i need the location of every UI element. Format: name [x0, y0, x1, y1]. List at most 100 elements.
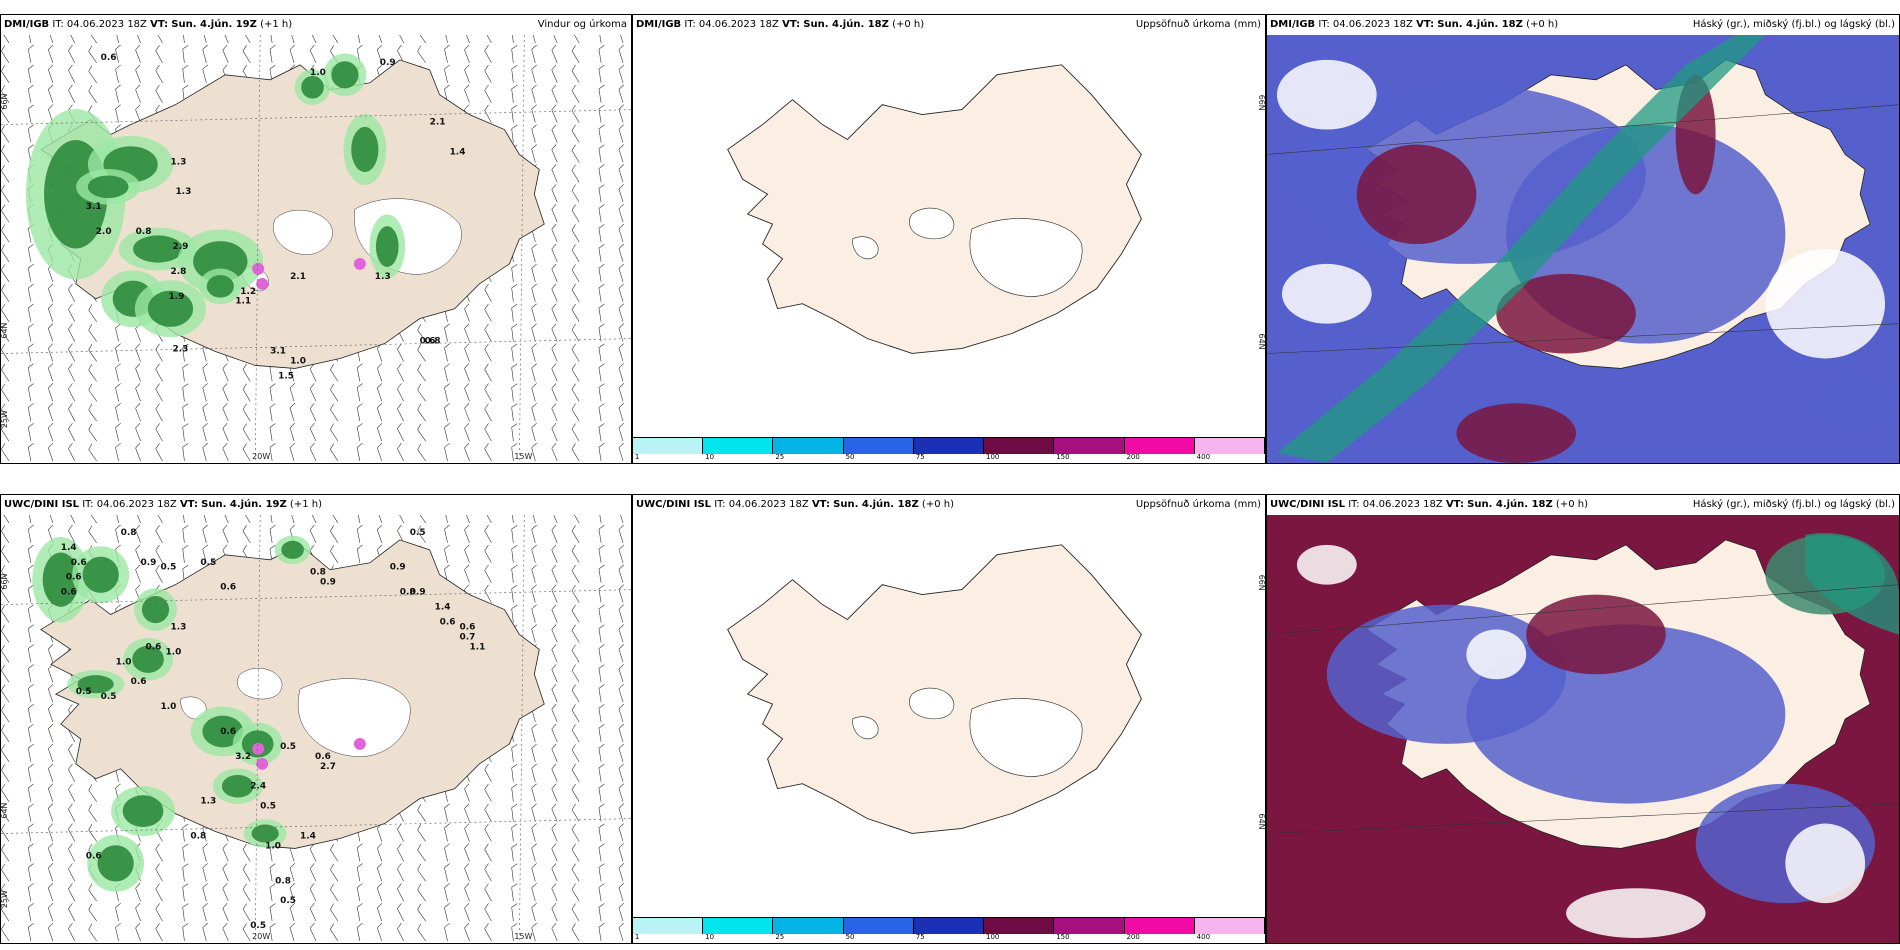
- precip-value-label: 1.0: [265, 841, 281, 851]
- wind-barb: [68, 383, 76, 402]
- wind-barb: [618, 723, 624, 743]
- wind-barb: [68, 403, 76, 422]
- legend-swatch: [913, 438, 985, 454]
- wind-barb: [115, 323, 121, 342]
- wind-barb: [1, 624, 10, 643]
- wind-barb: [531, 723, 537, 743]
- wind-barb: [464, 524, 470, 543]
- wind-barb: [531, 323, 537, 342]
- wind-barb: [88, 443, 97, 462]
- wind-barb: [182, 343, 189, 362]
- wind-barb: [155, 515, 163, 524]
- precip-value-label: 0.6: [86, 851, 102, 861]
- wind-barb: [202, 863, 208, 882]
- wind-barb: [155, 403, 163, 422]
- wind-barb: [242, 403, 251, 422]
- wind-barb: [88, 423, 97, 442]
- precip-value-label: 1.1: [470, 642, 486, 652]
- wind-barb: [598, 283, 605, 302]
- wind-barb: [356, 443, 363, 462]
- wind-barb: [551, 263, 558, 282]
- wind-barb: [222, 843, 229, 862]
- wind-barb: [571, 624, 580, 643]
- wind-barb: [27, 763, 34, 782]
- wind-barb: [484, 863, 492, 882]
- wind-barb: [484, 903, 492, 922]
- wind-barb: [571, 65, 580, 83]
- wind-barb: [598, 84, 605, 103]
- precip-map: 66N 64N: [633, 515, 1265, 917]
- wind-barb: [531, 803, 537, 822]
- wind-barb: [618, 515, 624, 524]
- wind-barb: [531, 84, 537, 103]
- wind-barb: [444, 64, 450, 83]
- wind-barb: [571, 584, 580, 603]
- wind-barb: [135, 35, 141, 44]
- graticule: [1, 109, 631, 125]
- wind-barb: [531, 584, 537, 603]
- wind-barb: [309, 515, 317, 524]
- panel-title: Háský (gr.), miðský (fj.bl.) og lágský (…: [1692, 499, 1895, 510]
- wind-barb: [1, 403, 10, 422]
- wind-barb: [68, 923, 76, 942]
- wind-barb: [571, 284, 580, 302]
- wind-barb: [27, 723, 34, 742]
- wind-barb: [242, 525, 251, 544]
- wind-barb: [417, 525, 426, 544]
- cloud-blob: [1466, 624, 1786, 804]
- wind-barb: [68, 363, 76, 382]
- wind-barb: [531, 524, 537, 543]
- wind-barb: [269, 403, 276, 422]
- wind-barb: [376, 883, 383, 902]
- wind-barb: [1, 284, 10, 302]
- wind-barb: [531, 44, 537, 63]
- wind-barb: [202, 64, 208, 83]
- wind-barb: [48, 35, 54, 44]
- wind-barb: [464, 823, 470, 842]
- wind-barb: [484, 64, 492, 83]
- precip-core: [281, 540, 304, 559]
- wind-barb: [531, 104, 537, 123]
- wind-barb: [511, 423, 518, 442]
- wind-barb: [571, 883, 580, 902]
- wind-barb: [551, 664, 558, 683]
- legend-tick: 75: [915, 453, 925, 461]
- wind-barb: [289, 422, 296, 442]
- precip-core: [122, 795, 164, 827]
- wind-barb: [1, 515, 10, 524]
- wind-barb: [68, 343, 76, 362]
- wind-barb: [182, 383, 189, 402]
- wind-barb: [68, 803, 76, 822]
- wind-barb: [484, 403, 492, 422]
- wind-barb: [598, 104, 605, 123]
- wind-barb: [269, 515, 273, 524]
- wind-barb: [551, 564, 558, 583]
- wind-barb: [309, 383, 317, 402]
- precip-value-label: 2.3: [172, 345, 188, 355]
- wind-barb: [571, 684, 580, 703]
- wind-barb: [115, 922, 121, 942]
- wind-barb: [242, 863, 251, 882]
- wind-barb: [598, 383, 605, 402]
- wind-barb: [88, 383, 97, 402]
- wind-barb: [551, 783, 558, 802]
- cloud-panel-1: DMI/IGB IT: 04.06.2023 18Z VT: Sun. 4.jú…: [1266, 14, 1900, 464]
- wind-barb: [269, 383, 276, 402]
- wind-barb: [551, 763, 558, 782]
- wind-barb: [202, 383, 208, 402]
- wind-barb: [618, 144, 624, 163]
- panel-title: Uppsöfnuð úrkoma (mm): [1135, 19, 1261, 30]
- wind-barb: [618, 363, 624, 382]
- wind-barb: [444, 544, 450, 563]
- wind-barb: [571, 783, 580, 802]
- wind-barb: [571, 303, 580, 322]
- wind-barb: [88, 45, 97, 64]
- wind-barb: [202, 422, 208, 442]
- wind-barb: [484, 35, 492, 44]
- precip-value-label: 0.6: [460, 622, 476, 632]
- wind-barb: [571, 164, 580, 183]
- wind-barb: [88, 344, 97, 362]
- wind-barb: [464, 902, 470, 922]
- wind-barb: [356, 383, 363, 402]
- precip-value-label: 0.9: [390, 563, 406, 573]
